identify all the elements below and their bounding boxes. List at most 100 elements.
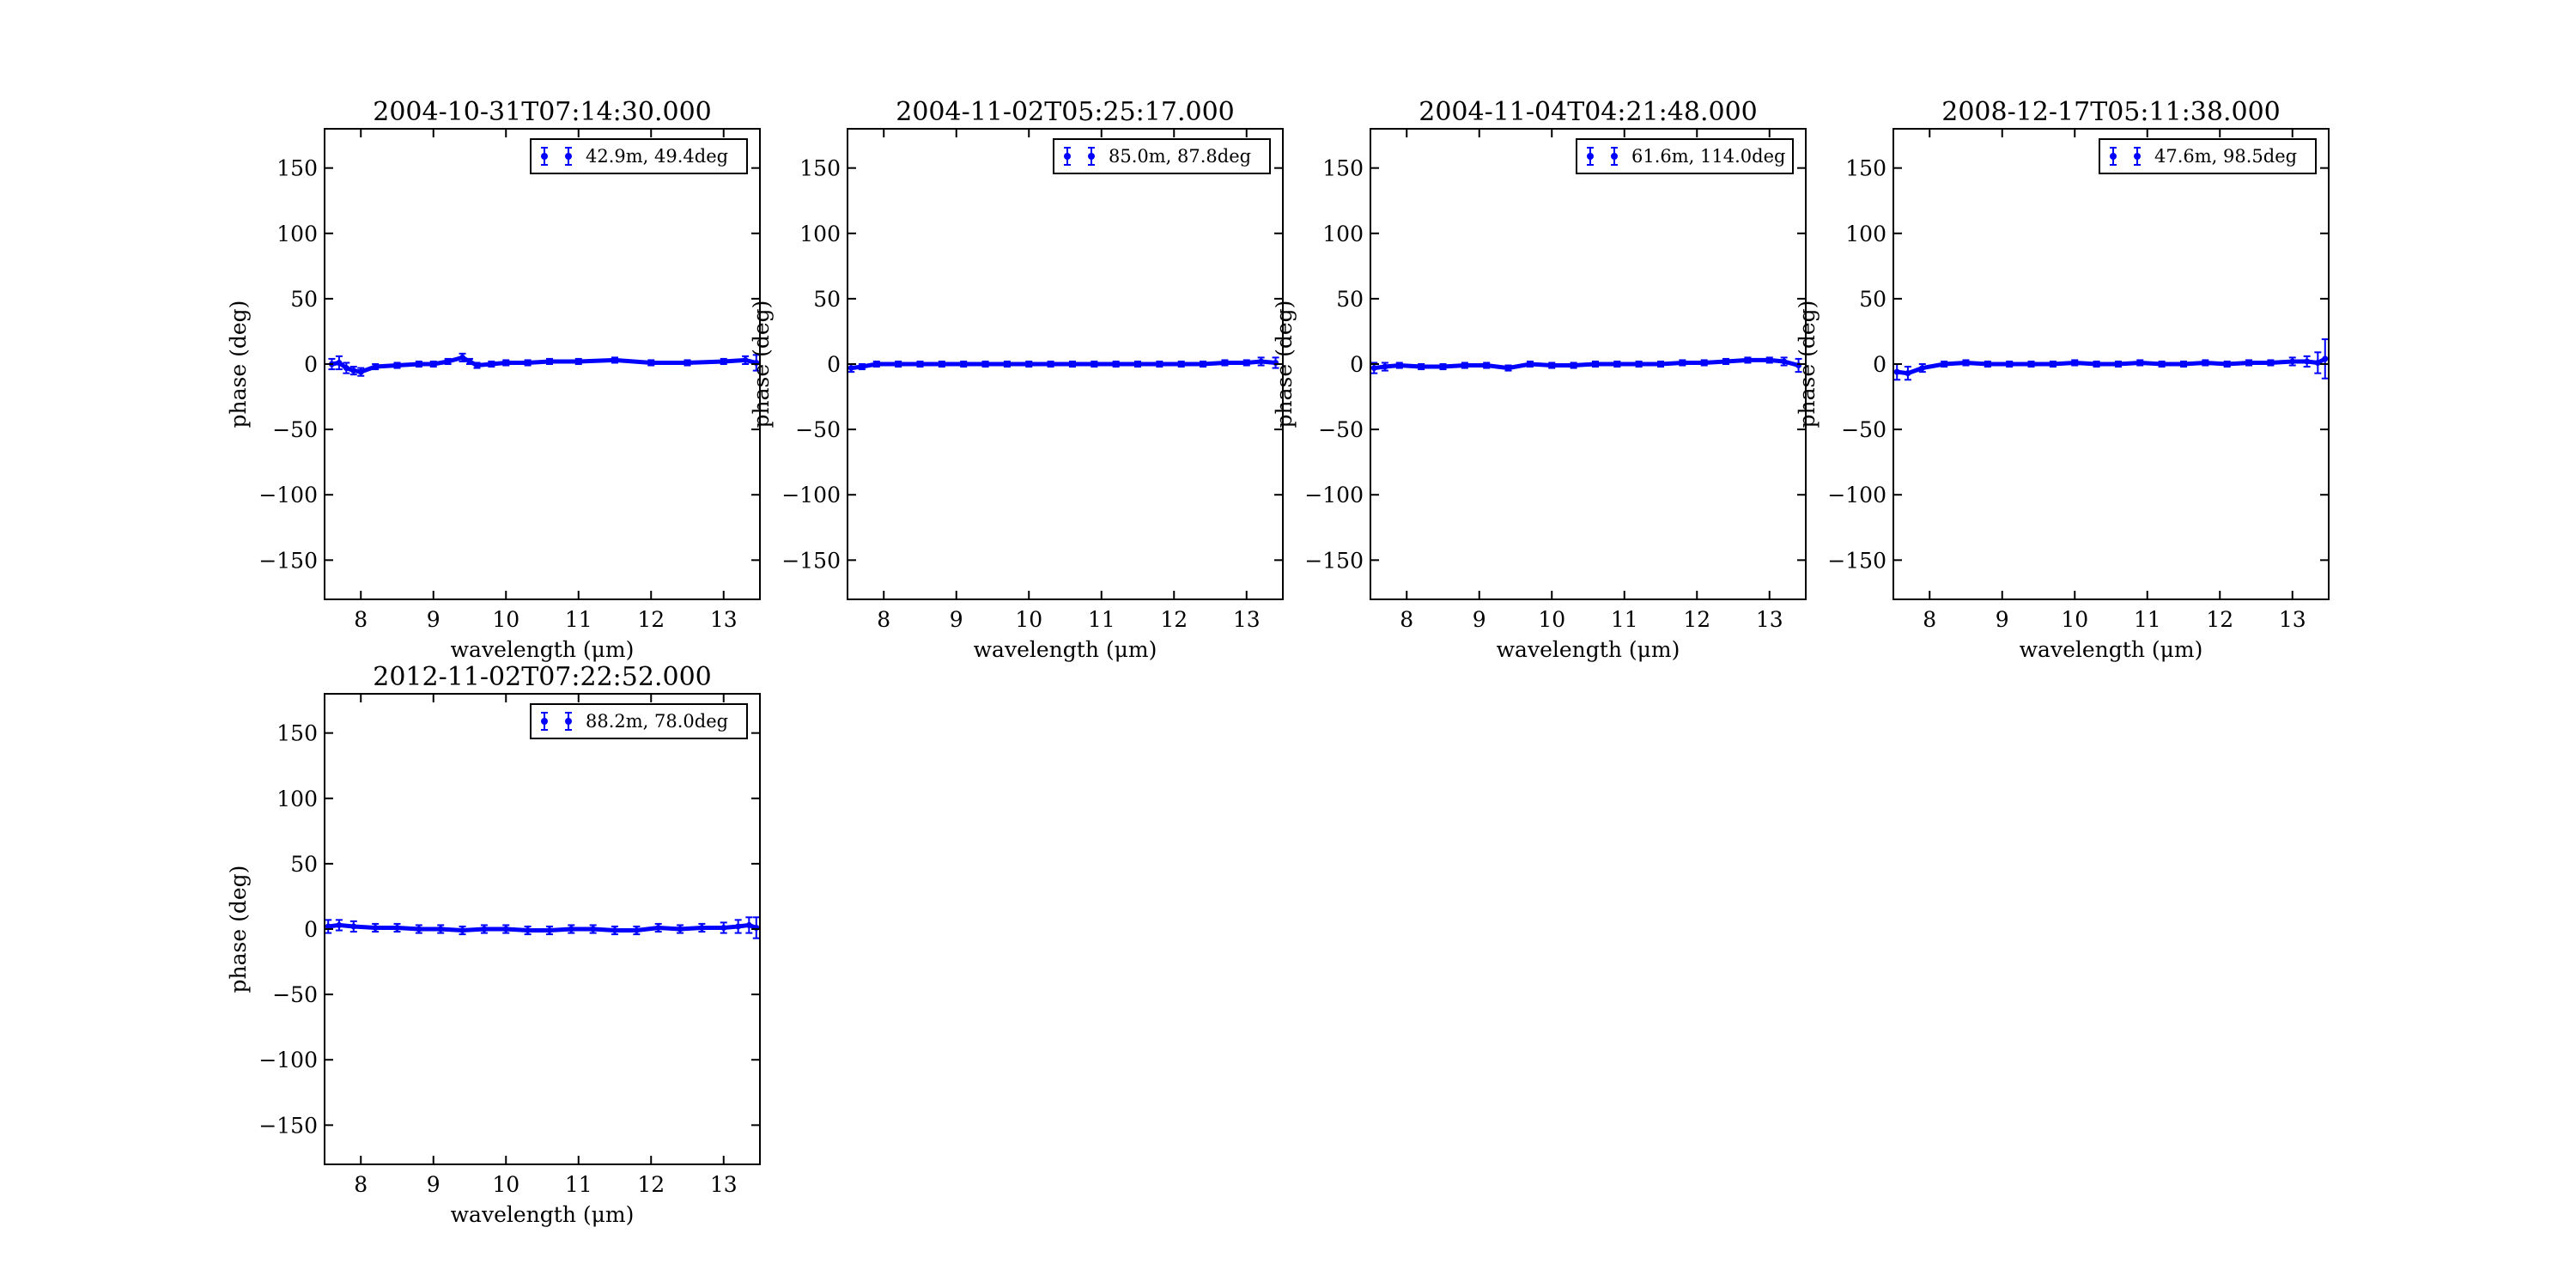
- x-tick-label: 11: [565, 607, 592, 632]
- legend-marker: [565, 718, 572, 725]
- legend: 85.0m, 87.8deg: [1053, 138, 1271, 174]
- y-tick-label: 0: [1873, 352, 1886, 377]
- data-point: [745, 921, 752, 928]
- data-point: [611, 356, 618, 363]
- data-point: [895, 361, 902, 368]
- data-point: [1418, 363, 1425, 370]
- y-tick-label: −50: [272, 417, 318, 442]
- data-series: [1893, 338, 2329, 381]
- data-point: [2159, 361, 2166, 368]
- data-point: [1781, 358, 1788, 365]
- data-point: [1701, 359, 1708, 366]
- subplot-title: 2008-12-17T05:11:38.000: [1941, 97, 2281, 127]
- data-point: [459, 354, 466, 361]
- y-tick-label: 100: [799, 222, 841, 246]
- y-tick-label: 150: [276, 156, 318, 181]
- subplot-title: 2012-11-02T07:22:52.000: [373, 662, 712, 692]
- x-axis-label: wavelength (μm): [451, 1202, 635, 1227]
- data-point: [2136, 359, 2143, 366]
- y-tick-label: 0: [1350, 352, 1364, 377]
- data-point: [372, 363, 379, 370]
- x-axis-label: wavelength (μm): [2020, 637, 2203, 662]
- x-tick-label: 9: [1996, 607, 2009, 632]
- data-point: [481, 926, 488, 933]
- legend-marker: [541, 153, 548, 160]
- y-tick-label: −150: [258, 1113, 318, 1138]
- data-point: [1905, 370, 1911, 377]
- data-point: [1370, 365, 1377, 372]
- data-point: [1571, 362, 1577, 369]
- y-tick-label: −150: [1304, 548, 1364, 573]
- series-trace: [850, 359, 1276, 371]
- x-tick-label: 8: [1400, 607, 1413, 632]
- data-point: [1048, 361, 1054, 368]
- data-point: [2224, 361, 2231, 368]
- x-tick-label: 10: [1015, 607, 1042, 632]
- x-tick-label: 13: [1756, 607, 1783, 632]
- data-point: [394, 924, 400, 931]
- y-tick-label: 100: [1845, 222, 1886, 246]
- data-point: [394, 362, 400, 369]
- legend-marker: [1064, 153, 1071, 160]
- y-tick-label: −50: [1841, 417, 1886, 442]
- data-point: [1963, 359, 1969, 366]
- data-point: [735, 923, 742, 930]
- data-point: [655, 924, 662, 931]
- legend-marker: [2110, 153, 2117, 160]
- data-point: [1592, 361, 1599, 368]
- data-point: [677, 926, 683, 933]
- data-point: [2289, 358, 2296, 365]
- data-point: [336, 359, 343, 366]
- data-point: [1919, 365, 1926, 372]
- data-point: [546, 927, 553, 934]
- data-series: [325, 916, 760, 939]
- data-point: [336, 921, 343, 928]
- data-point: [939, 361, 945, 368]
- legend: 42.9m, 49.4deg: [530, 138, 748, 174]
- y-tick-label: −150: [781, 548, 841, 573]
- data-point: [590, 926, 597, 933]
- y-tick-label: −150: [1827, 548, 1886, 573]
- x-axis-label: wavelength (μm): [1497, 637, 1680, 662]
- data-point: [1178, 361, 1185, 368]
- data-point: [2093, 361, 2100, 368]
- data-point: [416, 361, 422, 368]
- subplot-4: 2008-12-17T05:11:38.000 8 9 10 11 12 13 150 100 5…: [1795, 97, 2330, 662]
- x-tick-label: 11: [1088, 607, 1115, 632]
- series-trace: [1373, 357, 1800, 371]
- x-tick-label: 12: [1160, 607, 1188, 632]
- data-point: [1744, 356, 1751, 363]
- data-point: [1984, 361, 1991, 368]
- legend-label: 61.6m, 114.0deg: [1631, 146, 1785, 167]
- y-axis-label: phase (deg): [1795, 301, 1820, 428]
- data-point: [350, 923, 357, 930]
- data-point: [1505, 365, 1512, 372]
- y-tick-label: 150: [276, 721, 318, 746]
- data-point: [1657, 361, 1664, 368]
- data-point: [568, 926, 574, 933]
- data-point: [1382, 363, 1388, 370]
- y-tick-label: −50: [1318, 417, 1364, 442]
- x-tick-label: 11: [2134, 607, 2161, 632]
- data-point: [1004, 361, 1011, 368]
- data-point: [1461, 362, 1468, 369]
- legend-label: 88.2m, 78.0deg: [586, 711, 728, 732]
- data-point: [859, 363, 866, 370]
- legend-label: 85.0m, 87.8deg: [1109, 146, 1251, 167]
- legend: 88.2m, 78.0deg: [530, 703, 748, 739]
- x-tick-label: 10: [2061, 607, 2088, 632]
- x-tick-label: 9: [427, 1172, 440, 1197]
- legend: 61.6m, 114.0deg: [1576, 138, 1794, 174]
- x-tick-label: 9: [950, 607, 963, 632]
- data-series: [328, 352, 760, 377]
- y-tick-label: −100: [781, 483, 841, 507]
- legend: 47.6m, 98.5deg: [2099, 138, 2317, 174]
- x-tick-label: 10: [1538, 607, 1565, 632]
- data-point: [357, 368, 364, 375]
- data-point: [1025, 361, 1032, 368]
- data-point: [2322, 355, 2329, 362]
- data-point: [437, 926, 444, 933]
- y-tick-label: 0: [827, 352, 841, 377]
- legend-marker: [1611, 153, 1618, 160]
